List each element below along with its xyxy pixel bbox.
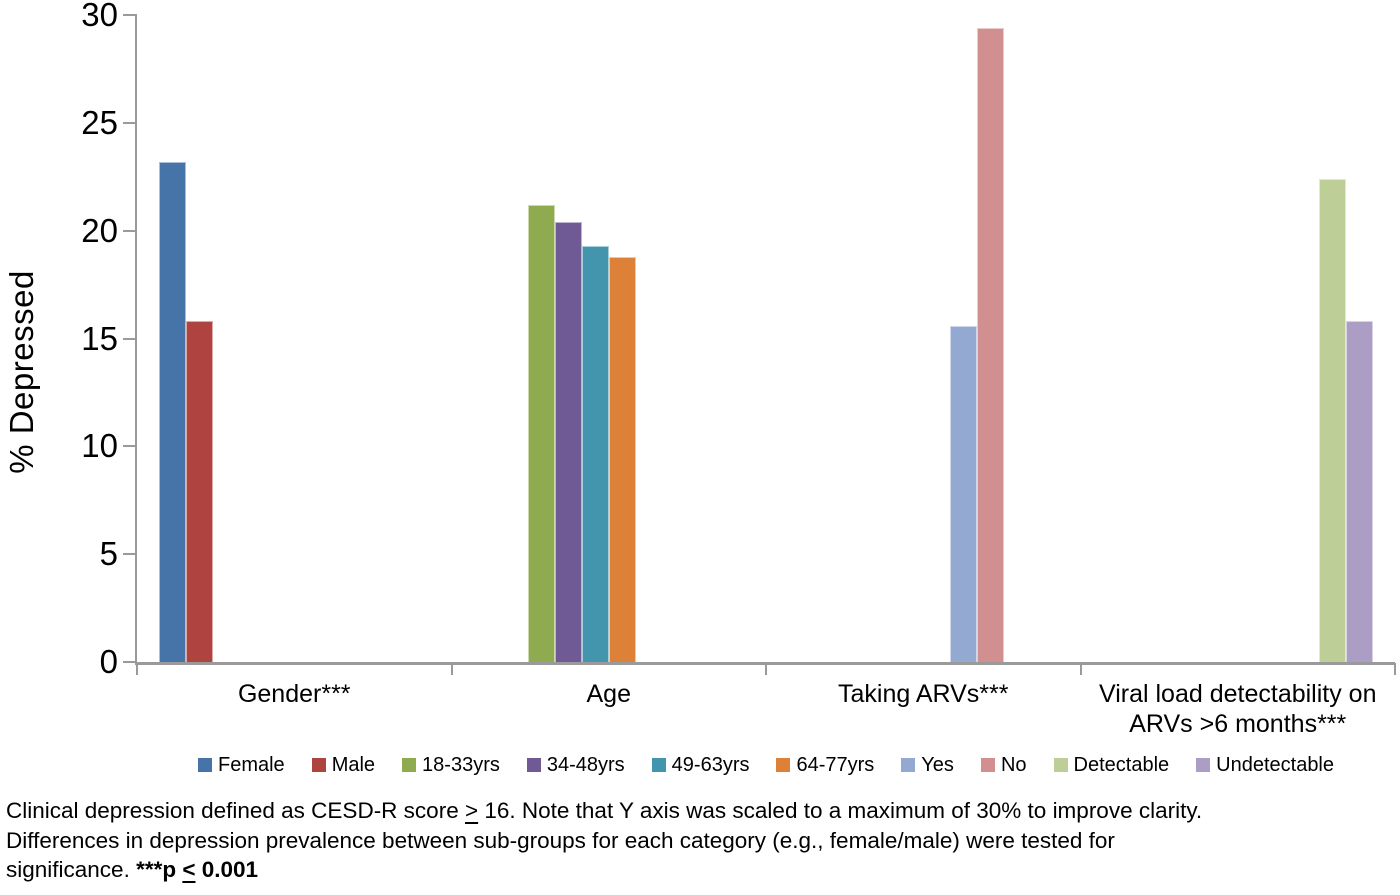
caption-segment: < [182,857,196,882]
x-tick-mark-2 [765,663,767,675]
x-category-label-text: Age [586,680,631,708]
bar-yes [950,325,978,662]
legend-item-64-77yrs: 64-77yrs [776,754,874,777]
bar-female [159,161,187,662]
caption-segment: ***p [136,857,183,882]
legend-marker-no [980,758,995,772]
x-category-label-text: Viral load detectability on ARVs >6 mont… [1099,680,1377,738]
y-tick-mark-5 [123,553,137,556]
caption-line-2: Differences in depression prevalence bet… [6,826,1396,856]
legend: Female Male 18-33yrs 34-48yrs 49-63yrs 64-77y… [137,750,1395,780]
bar-undetectable [1345,321,1373,662]
y-tick-mark-0 [123,661,137,663]
x-category-label-viral-load-detectability-on-arvs-6-months: Viral load detectability on ARVs >6 mont… [1081,679,1396,739]
x-category-label-age: Age [452,679,767,709]
legend-item-detectable: Detectable [1053,753,1170,777]
legend-label-64-77yrs: 64-77yrs [796,753,875,776]
legend-marker-34-48yrs [526,758,541,772]
y-tick-label-20: 20 [81,211,118,249]
bar-34-48yrs [554,222,582,662]
y-tick-label-25: 25 [81,103,118,141]
legend-item-18-33yrs: 18-33yrs [402,754,500,777]
legend-label-female: Female [217,753,285,776]
caption-note: Clinical depression defined as CESD-R sc… [6,796,1396,885]
bar-18-33yrs [527,204,555,662]
y-tick-label-15: 15 [81,319,118,357]
legend-marker-detectable [1053,758,1068,772]
x-category-label-text: Taking ARVs*** [838,680,1009,708]
legend-label-no: No [1000,753,1027,776]
caption-segment: significance. [6,857,137,882]
y-tick-label-10: 10 [81,427,118,465]
bar-detectable [1318,178,1346,662]
x-category-label-text: Gender*** [237,680,351,708]
caption-segment: Clinical depression defined as CESD-R sc… [6,798,465,823]
legend-item-34-48yrs: 34-48yrs [526,753,625,777]
x-tick-mark-0 [136,663,138,675]
bar-no [977,27,1005,662]
y-tick-mark-20 [123,229,137,232]
x-tick-mark-4 [1394,663,1396,675]
caption-segment: > [464,798,479,823]
legend-marker-undetectable [1196,758,1211,772]
legend-label-49-63yrs: 49-63yrs [671,753,750,776]
legend-label-detectable: Detectable [1073,753,1170,776]
plot-area [135,15,1395,665]
y-tick-mark-25 [123,121,137,124]
x-category-label-taking-arvs: Taking ARVs*** [766,679,1081,709]
legend-marker-yes [901,758,916,772]
bar-male [186,321,214,662]
legend-label-undetectable: Undetectable [1216,753,1335,776]
legend-item-no: No [980,753,1027,777]
legend-label-18-33yrs: 18-33yrs [422,753,500,776]
legend-item-yes: Yes [901,754,954,777]
caption-segment: 16. Note that Y axis was scaled to a max… [478,798,1203,823]
y-tick-label-5: 5 [99,535,118,573]
caption-segment: 0.001 [195,857,259,882]
bar-49-63yrs [581,245,609,662]
legend-item-49-63yrs: 49-63yrs [651,753,750,777]
caption-segment: Differences in depression prevalence bet… [6,827,1115,853]
legend-label-male: Male [331,753,376,776]
legend-label-yes: Yes [921,753,954,776]
bar-64-77yrs [608,256,636,662]
y-tick-label-0: 0 [99,643,118,680]
legend-label-34-48yrs: 34-48yrs [546,753,625,776]
legend-item-undetectable: Undetectable [1196,754,1334,777]
legend-marker-male [311,758,326,772]
legend-marker-49-63yrs [651,758,666,772]
legend-marker-64-77yrs [776,758,791,772]
caption-line-1: Clinical depression defined as CESD-R sc… [6,796,1396,826]
y-tick-mark-10 [123,445,137,448]
caption-line-3: significance. ***p < 0.001 [6,855,1396,885]
y-tick-mark-30 [123,14,137,16]
legend-item-female: Female [197,753,285,777]
x-category-label-gender: Gender*** [137,679,452,709]
y-tick-mark-15 [123,337,137,340]
legend-marker-female [197,758,212,772]
y-tick-label-30: 30 [81,0,118,33]
legend-marker-18-33yrs [402,758,417,772]
x-tick-mark-1 [450,663,453,675]
legend-item-male: Male [311,753,376,777]
x-tick-mark-3 [1079,663,1082,675]
